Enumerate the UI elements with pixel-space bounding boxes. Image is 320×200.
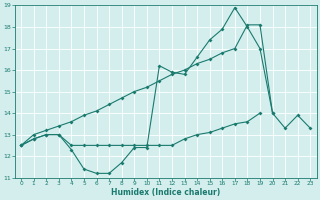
X-axis label: Humidex (Indice chaleur): Humidex (Indice chaleur) (111, 188, 220, 197)
